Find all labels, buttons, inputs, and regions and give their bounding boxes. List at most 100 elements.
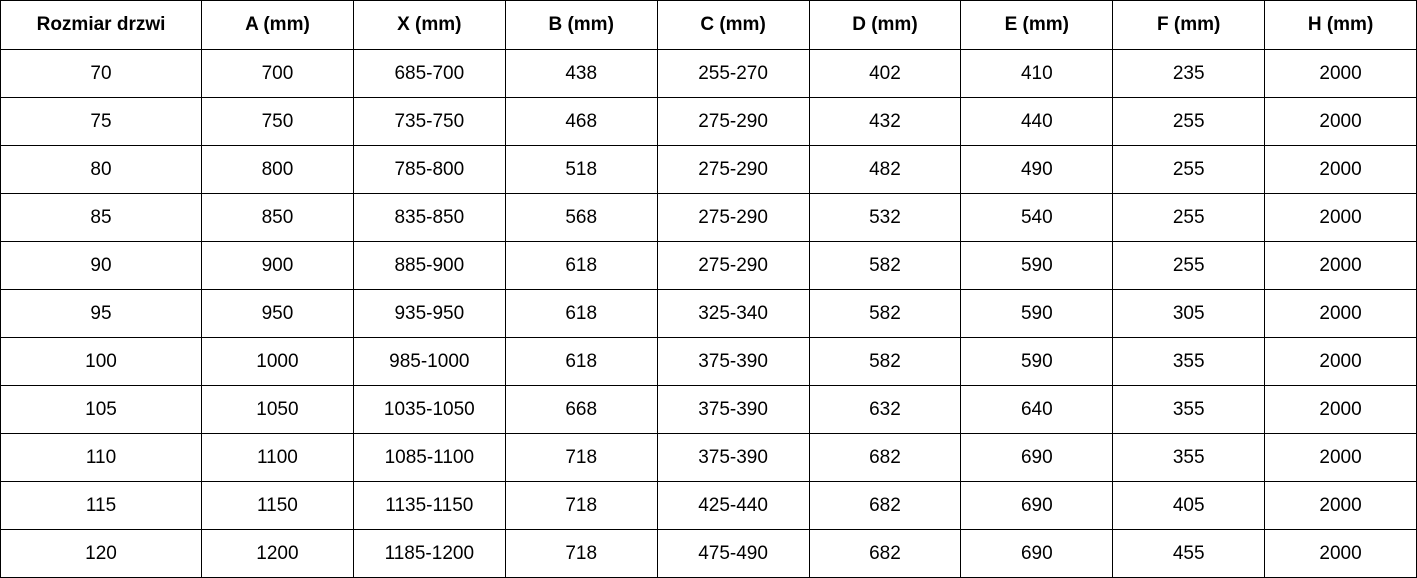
table-cell: 2000 (1264, 385, 1417, 434)
table-cell: 850 (201, 193, 354, 242)
table-cell: 105 (0, 385, 202, 434)
table-cell: 410 (960, 49, 1114, 98)
table-cell: 590 (960, 289, 1114, 338)
table-cell: 425-440 (656, 481, 810, 530)
table-cell: 110 (0, 433, 202, 482)
table-cell: 750 (201, 97, 354, 146)
table-cell: 800 (201, 145, 354, 194)
table-row: 110 1100 1085-1100 718 375-390 682 690 355 2000 (0, 433, 1417, 482)
table-cell: 70 (0, 49, 202, 98)
table-cell: 80 (0, 145, 202, 194)
column-header: C (mm) (656, 0, 810, 50)
table-cell: 718 (504, 529, 658, 578)
table-cell: 490 (960, 145, 1114, 194)
table-cell: 618 (504, 241, 658, 290)
table-cell: 255 (1112, 97, 1266, 146)
table-cell: 235 (1112, 49, 1266, 98)
table-cell: 355 (1112, 433, 1266, 482)
table-cell: 700 (201, 49, 354, 98)
table-cell: 325-340 (656, 289, 810, 338)
table-cell: 1085-1100 (352, 433, 506, 482)
table-cell: 255 (1112, 193, 1266, 242)
table-row: 70 700 685-700 438 255-270 402 410 235 2000 (0, 49, 1417, 98)
table-row: 95 950 935-950 618 325-340 582 590 305 2000 (0, 289, 1417, 338)
table-cell: 682 (808, 529, 962, 578)
table-cell: 985-1000 (352, 337, 506, 386)
table-cell: 640 (960, 385, 1114, 434)
table-cell: 305 (1112, 289, 1266, 338)
table-cell: 618 (504, 289, 658, 338)
table-cell: 2000 (1264, 529, 1417, 578)
table-row: 85 850 835-850 568 275-290 532 540 255 2000 (0, 193, 1417, 242)
table-cell: 2000 (1264, 337, 1417, 386)
table-cell: 405 (1112, 481, 1266, 530)
table-cell: 632 (808, 385, 962, 434)
table-cell: 582 (808, 241, 962, 290)
table-cell: 1135-1150 (352, 481, 506, 530)
table-cell: 590 (960, 337, 1114, 386)
table-cell: 1000 (201, 337, 354, 386)
table-cell: 690 (960, 529, 1114, 578)
table-cell: 75 (0, 97, 202, 146)
column-header: Rozmiar drzwi (0, 0, 202, 50)
table-cell: 440 (960, 97, 1114, 146)
table-row: 75 750 735-750 468 275-290 432 440 255 2000 (0, 97, 1417, 146)
table-cell: 1035-1050 (352, 385, 506, 434)
table-cell: 455 (1112, 529, 1266, 578)
table-cell: 2000 (1264, 145, 1417, 194)
table-row: 80 800 785-800 518 275-290 482 490 255 2000 (0, 145, 1417, 194)
column-header: X (mm) (352, 0, 506, 50)
table-cell: 375-390 (656, 385, 810, 434)
table-cell: 2000 (1264, 241, 1417, 290)
table-cell: 2000 (1264, 289, 1417, 338)
table-cell: 685-700 (352, 49, 506, 98)
column-header: F (mm) (1112, 0, 1266, 50)
table-cell: 275-290 (656, 241, 810, 290)
table-cell: 682 (808, 481, 962, 530)
table-cell: 582 (808, 337, 962, 386)
table-cell: 785-800 (352, 145, 506, 194)
table-cell: 355 (1112, 337, 1266, 386)
table-row: 105 1050 1035-1050 668 375-390 632 640 355 2000 (0, 385, 1417, 434)
table-cell: 835-850 (352, 193, 506, 242)
table-cell: 438 (504, 49, 658, 98)
table-cell: 120 (0, 529, 202, 578)
table-row: 115 1150 1135-1150 718 425-440 682 690 405 2000 (0, 481, 1417, 530)
table-cell: 718 (504, 433, 658, 482)
table-row: 120 1200 1185-1200 718 475-490 682 690 455 2000 (0, 529, 1417, 578)
table-cell: 255 (1112, 145, 1266, 194)
table-cell: 2000 (1264, 193, 1417, 242)
table-cell: 2000 (1264, 97, 1417, 146)
table-cell: 885-900 (352, 241, 506, 290)
table-cell: 950 (201, 289, 354, 338)
table-cell: 1150 (201, 481, 354, 530)
table-cell: 690 (960, 433, 1114, 482)
table-cell: 900 (201, 241, 354, 290)
table-cell: 432 (808, 97, 962, 146)
table-cell: 735-750 (352, 97, 506, 146)
table-cell: 468 (504, 97, 658, 146)
table-cell: 275-290 (656, 145, 810, 194)
table-cell: 618 (504, 337, 658, 386)
table-cell: 532 (808, 193, 962, 242)
table-cell: 690 (960, 481, 1114, 530)
table-cell: 935-950 (352, 289, 506, 338)
header-row: Rozmiar drzwi A (mm) X (mm) B (mm) C (mm) D (… (0, 0, 1417, 50)
table-cell: 568 (504, 193, 658, 242)
column-header: E (mm) (960, 0, 1114, 50)
table-cell: 100 (0, 337, 202, 386)
table-cell: 2000 (1264, 481, 1417, 530)
table-row: 90 900 885-900 618 275-290 582 590 255 2000 (0, 241, 1417, 290)
table-cell: 1050 (201, 385, 354, 434)
table-cell: 355 (1112, 385, 1266, 434)
table-cell: 475-490 (656, 529, 810, 578)
table-row: 100 1000 985-1000 618 375-390 582 590 355 2000 (0, 337, 1417, 386)
table-cell: 518 (504, 145, 658, 194)
column-header: D (mm) (808, 0, 962, 50)
table-cell: 540 (960, 193, 1114, 242)
column-header: H (mm) (1264, 0, 1417, 50)
table-cell: 90 (0, 241, 202, 290)
table-cell: 668 (504, 385, 658, 434)
table-cell: 718 (504, 481, 658, 530)
